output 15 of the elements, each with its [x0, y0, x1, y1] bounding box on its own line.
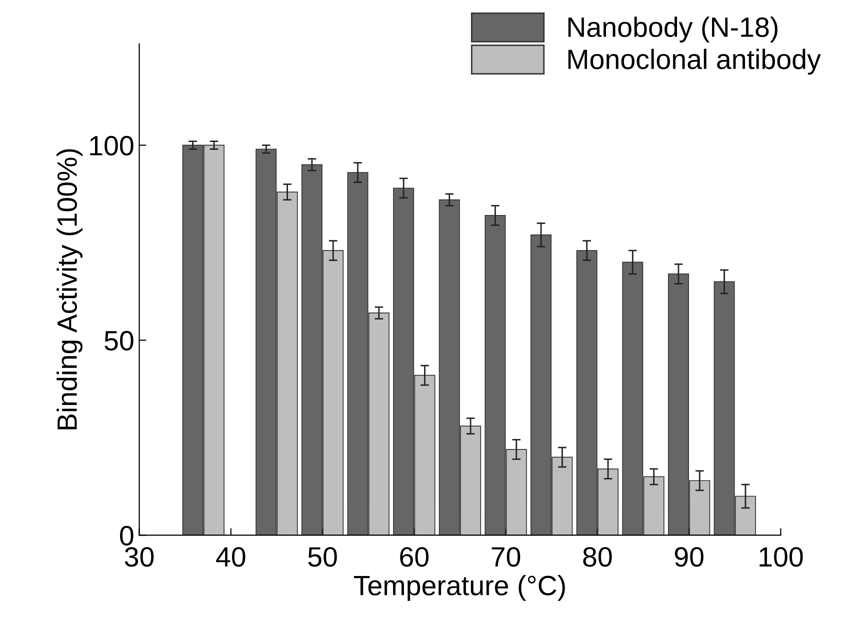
- x-tick-label: 40: [216, 547, 246, 567]
- y-tick-label: 50: [104, 330, 134, 351]
- x-tick-label: 80: [583, 547, 612, 567]
- y-tick-label: 100: [90, 136, 134, 156]
- x-tick-label: 70: [492, 547, 520, 567]
- x-tick-label: 60: [400, 547, 429, 567]
- x-tick-label: 90: [674, 547, 704, 567]
- x-axis-title: Temperature (°C): [354, 575, 565, 601]
- x-tick-label: 100: [760, 547, 803, 567]
- y-tick-label: 0: [120, 526, 134, 546]
- legend-label: Monoclonal antibody: [568, 48, 821, 75]
- y-axis-title: Binding Activity (100%): [56, 149, 82, 430]
- legend-label: Nanobody (N-18): [568, 16, 778, 43]
- x-tick-label: 30: [124, 547, 154, 567]
- x-tick-label: 50: [308, 547, 337, 567]
